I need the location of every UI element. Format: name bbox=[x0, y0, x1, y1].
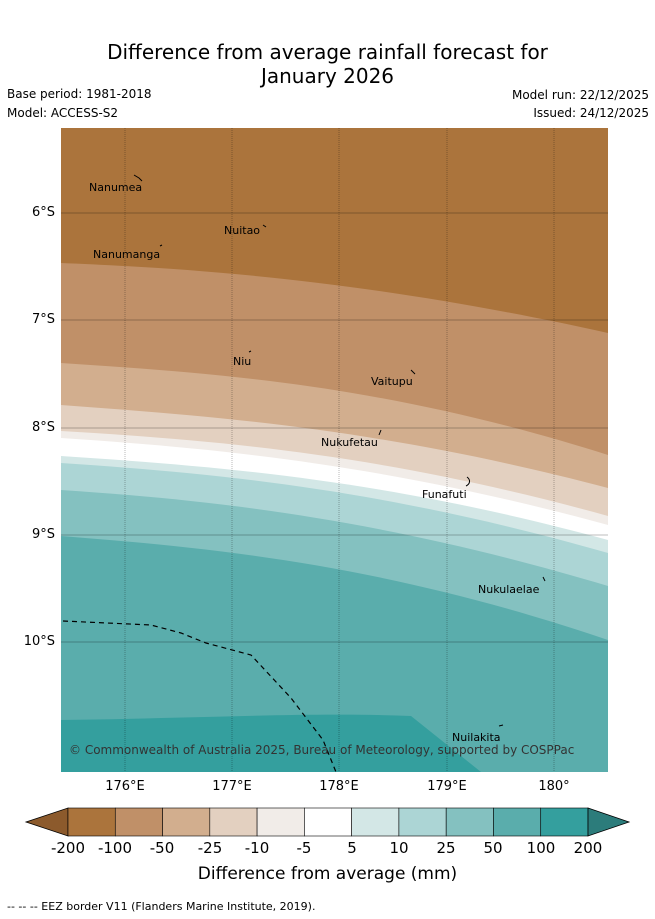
vaitupu-island bbox=[410, 369, 416, 375]
cb-tick-label: -10 bbox=[244, 839, 270, 857]
island-label-vaitupu: Vaitupu bbox=[371, 375, 413, 388]
lon-label-179e: 179°E bbox=[427, 779, 467, 794]
cb-tick-label: 200 bbox=[573, 839, 603, 857]
colorbar-segment bbox=[304, 807, 352, 837]
island-label-nanumea: Nanumea bbox=[89, 181, 142, 194]
colorbar-segments bbox=[67, 807, 589, 837]
copyright-notice: © Commonwealth of Australia 2025, Bureau… bbox=[69, 743, 574, 757]
island-label-nukufetau: Nukufetau bbox=[321, 436, 378, 449]
base-period: Base period: 1981-2018 bbox=[7, 87, 152, 101]
niu-island bbox=[248, 350, 252, 353]
colorbar-segment bbox=[398, 807, 447, 837]
cb-tick-label: 5 bbox=[347, 839, 357, 857]
model-name: Model: ACCESS-S2 bbox=[7, 106, 119, 120]
island-label-nanumanga: Nanumanga bbox=[93, 248, 160, 261]
colorbar-segment bbox=[540, 807, 589, 837]
cb-tick-label: -200 bbox=[50, 839, 86, 857]
lat-label-6s: 6°S bbox=[31, 205, 55, 220]
nanumanga-island bbox=[159, 244, 163, 247]
band-plus-50 bbox=[61, 536, 608, 772]
colorbar-segment bbox=[256, 807, 305, 837]
nuilakita-island bbox=[498, 724, 504, 727]
colorbar-segment bbox=[351, 807, 400, 837]
lon-label-180: 180° bbox=[538, 779, 570, 794]
colorbar-segment bbox=[67, 807, 116, 837]
band-plus-100 bbox=[61, 714, 481, 772]
island-label-nukulaelae: Nukulaelae bbox=[478, 583, 540, 596]
island-label-nuitao: Nuitao bbox=[224, 224, 260, 237]
cb-tick-label: -50 bbox=[149, 839, 175, 857]
colorbar bbox=[24, 807, 631, 837]
cb-tick-label: 50 bbox=[483, 839, 503, 857]
map-title: Difference from average rainfall forecas… bbox=[0, 40, 655, 88]
cb-tick-label: 10 bbox=[389, 839, 409, 857]
funafuti-island bbox=[465, 476, 470, 487]
eez-footnote: -- -- -- EEZ border V11 (Flanders Marine… bbox=[7, 900, 316, 913]
nukufetau-island bbox=[378, 429, 382, 436]
cb-tick-label: -25 bbox=[197, 839, 223, 857]
lat-label-9s: 9°S bbox=[31, 527, 55, 542]
island-label-funafuti: Funafuti bbox=[422, 488, 467, 501]
lat-label-8s: 8°S bbox=[31, 420, 55, 435]
title-line-1: Difference from average rainfall forecas… bbox=[107, 40, 548, 64]
colorbar-extend-low bbox=[24, 807, 69, 837]
colorbar-segment bbox=[209, 807, 258, 837]
lon-label-177e: 177°E bbox=[212, 779, 252, 794]
colorbar-segment bbox=[445, 807, 494, 837]
colorbar-extend-high bbox=[587, 807, 631, 837]
colorbar-segment bbox=[114, 807, 163, 837]
lat-label-10s: 10°S bbox=[23, 634, 55, 649]
island-label-nuilakita: Nuilakita bbox=[452, 731, 501, 744]
model-run: Model run: 22/12/2025 bbox=[511, 88, 649, 102]
colorbar-segment bbox=[493, 807, 542, 837]
colorbar-segment bbox=[162, 807, 211, 837]
cb-tick-label: -100 bbox=[97, 839, 133, 857]
colorbar-title: Difference from average (mm) bbox=[197, 864, 458, 884]
nukulaelae-island bbox=[542, 576, 546, 582]
issued-date: Issued: 24/12/2025 bbox=[533, 106, 649, 120]
nanumea-island bbox=[133, 174, 143, 182]
lon-label-176e: 176°E bbox=[105, 779, 145, 794]
title-line-2: January 2026 bbox=[260, 64, 395, 88]
eez-border bbox=[62, 620, 337, 772]
map-canvas: Nanumea Nuitao Nanumanga Niu Vaitupu Nuk… bbox=[61, 128, 608, 772]
cb-tick-label: -5 bbox=[296, 839, 312, 857]
rainfall-map: Nanumea Nuitao Nanumanga Niu Vaitupu Nuk… bbox=[61, 128, 608, 772]
island-label-niu: Niu bbox=[233, 355, 251, 368]
cb-tick-label: 25 bbox=[436, 839, 456, 857]
lat-label-7s: 7°S bbox=[31, 312, 55, 327]
gridlines bbox=[61, 128, 608, 772]
island-shapes bbox=[133, 174, 546, 727]
lon-label-178e: 178°E bbox=[319, 779, 359, 794]
cb-tick-label: 100 bbox=[526, 839, 556, 857]
nuitao-island bbox=[262, 224, 267, 228]
